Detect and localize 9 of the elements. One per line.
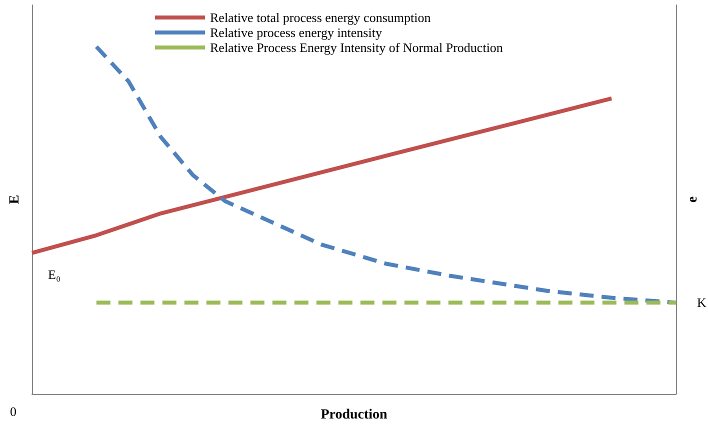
text: 0: [10, 404, 16, 419]
y2-axis-title: e: [686, 196, 700, 203]
annotation: E₀: [48, 267, 60, 282]
legend-label: Relative process energy intensity: [210, 25, 382, 40]
x-axis-title: Production: [320, 408, 388, 422]
legend-label: Relative total process energy consumption: [210, 10, 432, 25]
y-axis-title: E: [8, 194, 22, 204]
legend-label: Relative Process Energy Intensity of Normal Production: [210, 40, 504, 55]
text: K: [697, 295, 707, 310]
